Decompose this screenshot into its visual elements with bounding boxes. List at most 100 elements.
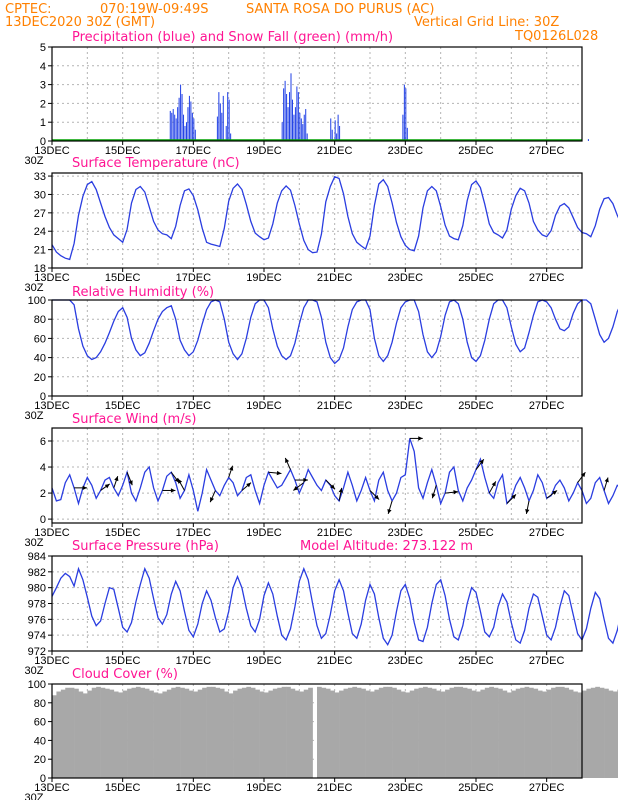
cloud-bar <box>321 687 327 778</box>
cloud-bar <box>511 690 517 778</box>
cloud-bar <box>559 686 565 778</box>
cloud-bar <box>105 688 110 778</box>
precip-ytick-label: 3 <box>40 80 46 92</box>
pres-xtick-label: 27DEC <box>529 655 565 667</box>
cloud-bar <box>259 691 265 778</box>
cloud-bar <box>484 687 490 778</box>
pres-ytick-label: 980 <box>28 583 46 595</box>
precip-xtick-label: 15DEC <box>105 145 141 157</box>
pres-xtick-label: 17DEC <box>176 655 212 667</box>
wind-vector-head <box>285 457 290 463</box>
wind-xtick-label: 19DEC <box>246 527 282 539</box>
precip-bar <box>172 109 174 141</box>
cloud-xtick-label: 25DEC <box>458 782 494 794</box>
wind-vector-head <box>511 494 517 500</box>
cloud-bar <box>140 687 146 778</box>
precip-bar <box>294 107 296 141</box>
cloud-bar <box>577 692 583 778</box>
cloud-bar <box>533 688 539 778</box>
precip-title: Precipitation (blue) and Snow Fall (gree… <box>72 30 393 45</box>
wind-vector-head <box>525 509 530 514</box>
cloud-bar <box>453 686 459 778</box>
wind-vector-head <box>418 436 423 441</box>
wind-panel: 0 2 4 6 13DEC 15DEC 17DEC 19DEC 21DEC 23DEC 25DEC 2… <box>25 412 618 549</box>
precip-bar <box>336 133 338 141</box>
precip-bar <box>193 118 195 141</box>
pres-xtick-label: 19DEC <box>246 655 282 667</box>
cloud-xtick-label: 19DEC <box>246 782 282 794</box>
cloud-bar <box>162 691 168 778</box>
cloud-bar <box>281 686 287 778</box>
cloud-bar <box>109 689 115 778</box>
cloud-bar <box>551 687 556 778</box>
cloud-bar <box>378 687 384 778</box>
cloud-bar <box>246 686 252 778</box>
cloud-panel: 0 20 40 60 80 100 13DEC 15DEC 17DEC 19DEC 21DEC 23D… <box>25 667 618 800</box>
cloud-bar <box>188 690 194 778</box>
rh-xtick-label: 23DEC <box>388 400 424 412</box>
cloud-xtick-label: 21DEC <box>317 782 353 794</box>
cloud-xtick-label: 23DEC <box>388 782 424 794</box>
wind-vector-head <box>479 459 484 465</box>
cloud-bar <box>383 686 388 778</box>
wind-xtick-label: 21DEC <box>317 527 353 539</box>
cloud-bar <box>171 687 176 778</box>
precip-bar <box>180 84 182 141</box>
cloud-bar <box>149 690 154 778</box>
cloud-bar <box>334 692 340 778</box>
cloud-bar <box>599 687 605 778</box>
cloud-bar <box>303 689 309 778</box>
rh-xtick-label: 25DEC <box>458 400 494 412</box>
wind-frame <box>51 427 583 524</box>
cloud-bar <box>392 687 397 778</box>
rh-xtick-label: 13DEC <box>34 400 70 412</box>
temp-series-line <box>51 175 618 261</box>
precip-bar <box>216 116 218 141</box>
temp-ytick-label: 18 <box>34 263 46 275</box>
rh-ytick-label: 60 <box>34 333 46 345</box>
header-model-code: TQ0126L028 <box>514 29 598 44</box>
precip-bar <box>299 112 301 141</box>
cloud-bar <box>228 693 234 778</box>
cloud-bar <box>436 690 441 778</box>
wind-vector-head <box>246 482 252 488</box>
cloud-bar <box>91 687 97 778</box>
precip-bar <box>402 114 404 141</box>
precip-bar <box>300 118 302 141</box>
cloud-bar <box>113 691 119 778</box>
cloud-bar <box>82 693 88 778</box>
precip-bar <box>183 114 185 141</box>
cloud-bar <box>330 690 335 778</box>
wind-series-line <box>51 438 618 512</box>
cloud-bar <box>158 693 163 778</box>
cloud-bar <box>175 686 181 778</box>
pres-ytick-label: 984 <box>28 551 46 563</box>
precip-bar <box>291 99 293 141</box>
cloud-bar <box>74 688 79 778</box>
precip-ytick-label: 0 <box>40 136 46 148</box>
cloud-bar <box>506 692 512 778</box>
cloud-bar <box>387 686 393 778</box>
pres-ytick-label: 976 <box>28 614 46 626</box>
temp-ytick-label: 24 <box>34 226 46 238</box>
cloud-bar <box>431 688 437 778</box>
cloud-bar <box>529 687 534 778</box>
wind-vector-head <box>491 481 496 487</box>
cloud-bar <box>122 690 128 778</box>
precip-bar <box>169 110 171 141</box>
cloud-bar <box>144 688 150 778</box>
precip-bar <box>303 114 305 141</box>
precip-xtick-label: 27DEC <box>529 145 565 157</box>
cloud-bar <box>471 690 477 778</box>
rh-title: Relative Humidity (%) <box>72 285 214 300</box>
cloud-ytick-label: 20 <box>34 754 46 766</box>
cloud-ytick-label: 40 <box>34 735 46 747</box>
cloud-bar <box>299 691 305 778</box>
rh-frame <box>51 299 583 397</box>
cloud-bar <box>294 690 300 778</box>
cloud-ytick-label: 0 <box>40 773 46 785</box>
rh-ytick-label: 20 <box>34 372 46 384</box>
rh-ytick-label: 40 <box>34 353 46 365</box>
cloud-bar <box>272 688 278 778</box>
cloud-bar <box>586 688 592 778</box>
